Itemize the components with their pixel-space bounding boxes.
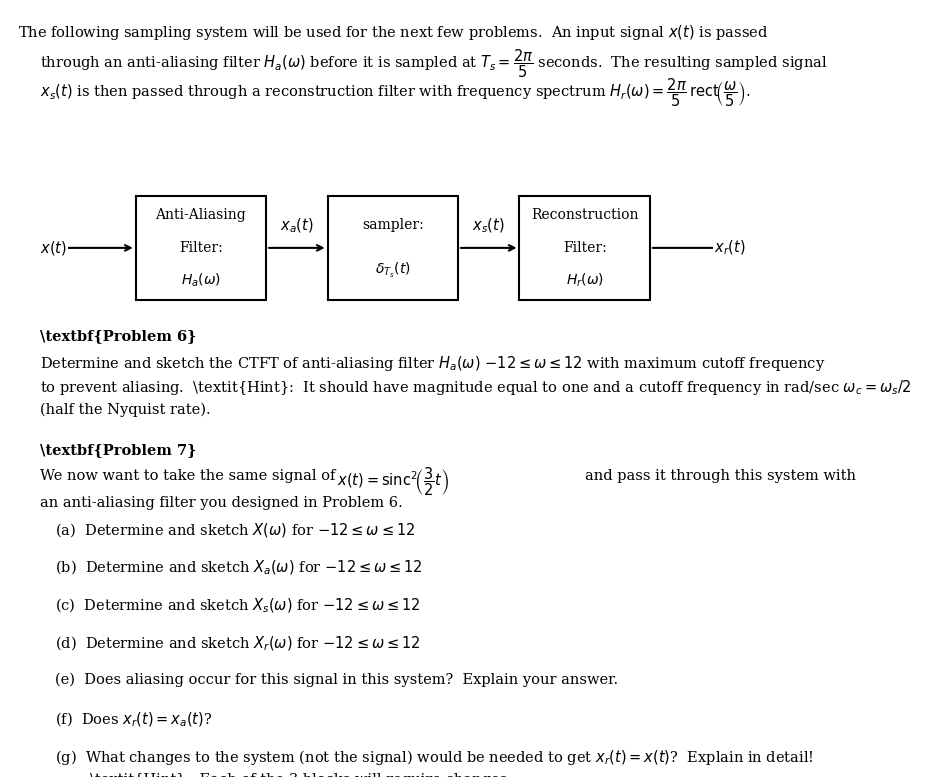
Text: through an anti-aliasing filter $H_a(\omega)$ before it is sampled at $T_s = \df: through an anti-aliasing filter $H_a(\om… — [40, 47, 826, 79]
Text: $H_a(\omega)$: $H_a(\omega)$ — [180, 272, 221, 289]
Text: (g)  What changes to the system (not the signal) would be needed to get $x_r(t) : (g) What changes to the system (not the … — [55, 748, 813, 767]
Text: (c)  Determine and sketch $X_s(\omega)$ for $-12 \leq \omega \leq 12$: (c) Determine and sketch $X_s(\omega)$ f… — [55, 597, 420, 615]
Text: (e)  Does aliasing occur for this signal in this system?  Explain your answer.: (e) Does aliasing occur for this signal … — [55, 673, 617, 687]
Text: (f)  Does $x_r(t) = x_a(t)$?: (f) Does $x_r(t) = x_a(t)$? — [55, 710, 212, 729]
FancyBboxPatch shape — [136, 196, 266, 300]
Text: (a)  Determine and sketch $X(\omega)$ for $-12 \leq \omega \leq 12$: (a) Determine and sketch $X(\omega)$ for… — [55, 521, 414, 539]
Text: \textbf{Problem 6}: \textbf{Problem 6} — [40, 329, 195, 343]
Text: Reconstruction: Reconstruction — [531, 208, 638, 222]
Text: (d)  Determine and sketch $X_r(\omega)$ for $-12 \leq \omega \leq 12$: (d) Determine and sketch $X_r(\omega)$ f… — [55, 635, 420, 653]
Text: $H_r(\omega)$: $H_r(\omega)$ — [565, 272, 603, 289]
Text: $x_s(t)$: $x_s(t)$ — [472, 217, 504, 235]
Text: and pass it through this system with: and pass it through this system with — [584, 469, 855, 483]
Text: $\delta_{T_s}(t)$: $\delta_{T_s}(t)$ — [375, 261, 411, 280]
Text: $x(t) = \mathrm{sinc}^2\!\left(\dfrac{3}{2}t\right)$: $x(t) = \mathrm{sinc}^2\!\left(\dfrac{3}… — [336, 465, 448, 498]
Text: an anti-aliasing filter you designed in Problem 6.: an anti-aliasing filter you designed in … — [40, 497, 402, 510]
FancyBboxPatch shape — [519, 196, 649, 300]
Text: Filter:: Filter: — [563, 241, 606, 255]
Text: Filter:: Filter: — [178, 241, 223, 255]
Text: We now want to take the same signal of: We now want to take the same signal of — [40, 469, 335, 483]
Text: Determine and sketch the CTFT of anti-aliasing filter $H_a(\omega)$ $-12 \leq \o: Determine and sketch the CTFT of anti-al… — [40, 354, 824, 373]
Text: \textit{Hint}:  Each of the 3 blocks will require changes.: \textit{Hint}: Each of the 3 blocks will… — [90, 773, 511, 777]
Text: sampler:: sampler: — [362, 218, 423, 232]
FancyBboxPatch shape — [328, 196, 458, 300]
Text: \textbf{Problem 7}: \textbf{Problem 7} — [40, 443, 195, 457]
Text: (half the Nyquist rate).: (half the Nyquist rate). — [40, 402, 211, 417]
Text: to prevent aliasing.  \textit{Hint}:  It should have magnitude equal to one and : to prevent aliasing. \textit{Hint}: It s… — [40, 378, 910, 397]
Text: The following sampling system will be used for the next few problems.  An input : The following sampling system will be us… — [18, 23, 767, 42]
Text: $x_r(t)$: $x_r(t)$ — [714, 239, 745, 257]
Text: $x(t)$: $x(t)$ — [40, 239, 66, 257]
Text: $x_a(t)$: $x_a(t)$ — [279, 217, 313, 235]
Text: Anti-Aliasing: Anti-Aliasing — [156, 208, 246, 222]
Text: $x_s(t)$ is then passed through a reconstruction filter with frequency spectrum : $x_s(t)$ is then passed through a recons… — [40, 76, 750, 109]
Text: (b)  Determine and sketch $X_a(\omega)$ for $-12 \leq \omega \leq 12$: (b) Determine and sketch $X_a(\omega)$ f… — [55, 559, 422, 577]
